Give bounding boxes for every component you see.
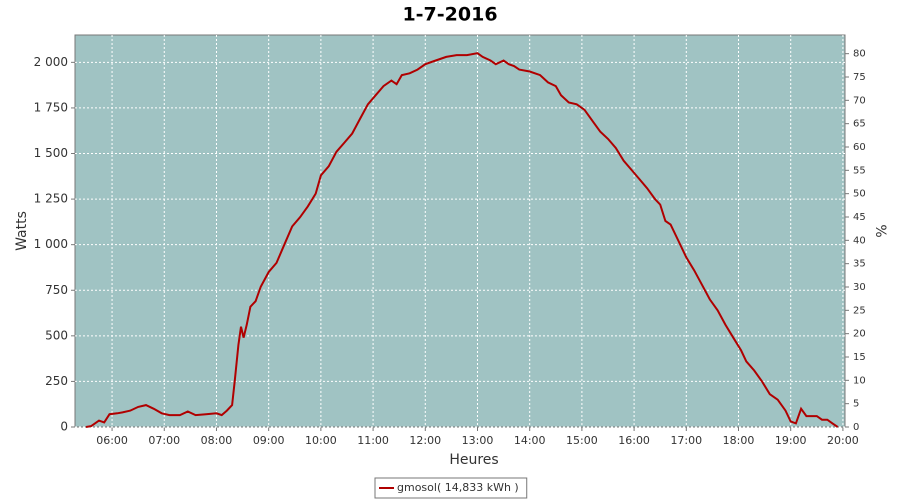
y2-tick-label: 30 bbox=[853, 282, 866, 293]
y2-tick-label: 45 bbox=[853, 212, 866, 223]
y-tick-label: 750 bbox=[45, 283, 68, 297]
y2-tick-label: 25 bbox=[853, 305, 866, 316]
x-tick-label: 10:00 bbox=[305, 434, 337, 447]
chart-title: 1-7-2016 bbox=[402, 4, 497, 26]
x-tick-label: 17:00 bbox=[670, 434, 702, 447]
y-tick-label: 0 bbox=[60, 420, 68, 434]
y-tick-label: 1 750 bbox=[34, 100, 68, 114]
x-tick-label: 06:00 bbox=[96, 434, 128, 447]
y2-tick-label: 65 bbox=[853, 119, 866, 130]
plot-area bbox=[74, 34, 846, 428]
y2-tick-label: 0 bbox=[853, 422, 859, 433]
y2-tick-label: 80 bbox=[853, 49, 866, 60]
y2-axis-label: % bbox=[872, 224, 888, 237]
x-tick-label: 07:00 bbox=[148, 434, 180, 447]
x-tick-label: 08:00 bbox=[201, 434, 233, 447]
y2-tick-label: 40 bbox=[853, 235, 866, 246]
y-axis-label: Watts bbox=[14, 211, 30, 251]
y-tick-label: 1 000 bbox=[34, 237, 68, 251]
y2-tick-label: 55 bbox=[853, 165, 866, 176]
x-tick-label: 14:00 bbox=[514, 434, 546, 447]
y-tick-label: 1 250 bbox=[34, 192, 68, 206]
x-tick-label: 18:00 bbox=[723, 434, 755, 447]
y-tick-label: 250 bbox=[45, 374, 68, 388]
x-tick-label: 13:00 bbox=[462, 434, 494, 447]
y2-tick-label: 20 bbox=[853, 329, 866, 340]
y2-tick-label: 70 bbox=[853, 95, 866, 106]
y2-tick-label: 35 bbox=[853, 259, 866, 270]
x-tick-label: 16:00 bbox=[618, 434, 650, 447]
y2-tick-label: 50 bbox=[853, 189, 866, 200]
x-tick-label: 20:00 bbox=[827, 434, 859, 447]
y2-tick-label: 15 bbox=[853, 352, 866, 363]
x-tick-label: 12:00 bbox=[409, 434, 441, 447]
x-tick-label: 11:00 bbox=[357, 434, 389, 447]
x-tick-label: 19:00 bbox=[775, 434, 807, 447]
y2-tick-label: 60 bbox=[853, 142, 866, 153]
y-tick-label: 2 000 bbox=[34, 55, 68, 69]
legend-box bbox=[374, 477, 528, 499]
legend-label: gmosol( 14,833 kWh ) bbox=[397, 481, 519, 494]
legend: gmosol( 14,833 kWh ) bbox=[374, 477, 528, 499]
y-tick-label: 500 bbox=[45, 328, 68, 342]
data-line bbox=[85, 52, 839, 428]
x-tick-label: 15:00 bbox=[566, 434, 598, 447]
x-tick-label: 09:00 bbox=[253, 434, 285, 447]
y2-tick-label: 5 bbox=[853, 399, 859, 410]
y-tick-label: 1 500 bbox=[34, 146, 68, 160]
x-axis-label: Heures bbox=[449, 452, 498, 468]
y2-tick-label: 75 bbox=[853, 72, 866, 83]
y2-tick-label: 10 bbox=[853, 375, 866, 386]
